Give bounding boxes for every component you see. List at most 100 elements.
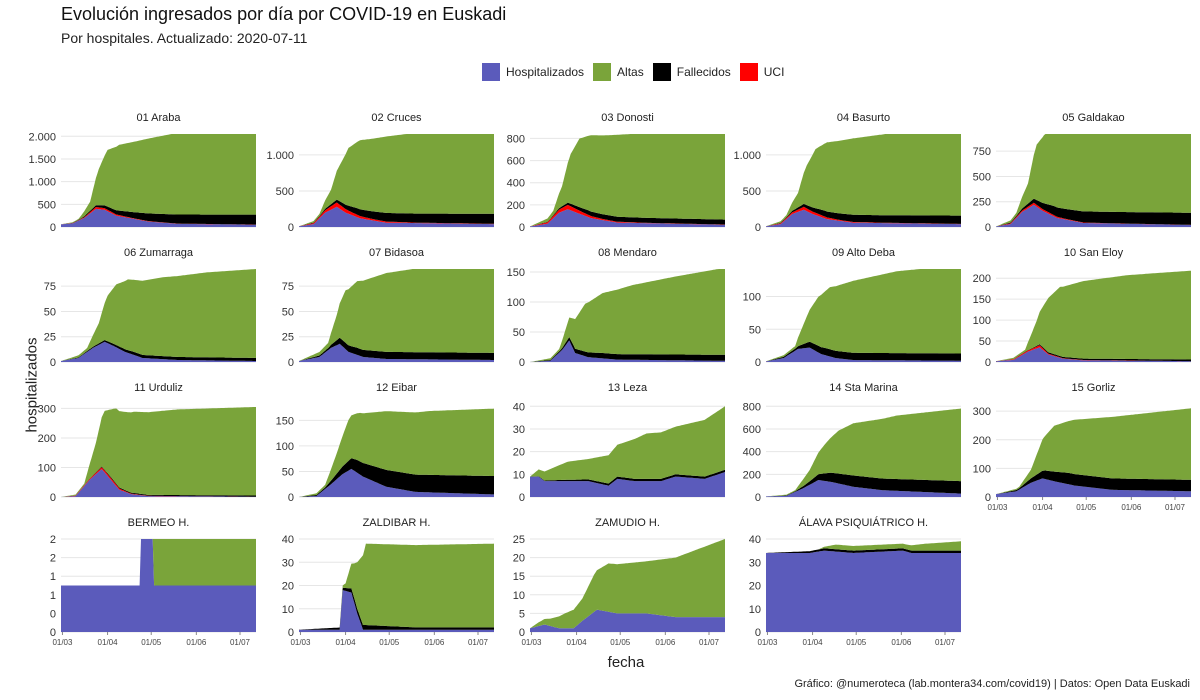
x-tick-label: 01/06 <box>424 638 445 647</box>
area-altas <box>530 406 725 484</box>
legend-key-uci <box>739 63 758 81</box>
x-tick-label: 01/06 <box>655 638 676 647</box>
facet-title: 14 Sta Marina <box>829 382 898 394</box>
y-tick-label: 400 <box>507 178 525 190</box>
y-tick-label: 10 <box>749 604 761 616</box>
y-tick-label: 100 <box>38 462 56 474</box>
y-tick-label: 50 <box>282 306 294 318</box>
legend-item-fallecidos: Fallecidos <box>652 63 731 81</box>
y-tick-label: 1.000 <box>28 177 56 189</box>
y-tick-label: 100 <box>973 315 991 327</box>
area-hospitalizados <box>530 340 725 362</box>
y-tick-label: 100 <box>743 292 761 304</box>
legend-label: Altas <box>617 65 644 79</box>
area-uci <box>530 204 725 227</box>
y-tick-label: 2 <box>50 553 56 565</box>
area-hospitalizados <box>530 609 725 632</box>
area-altas <box>996 270 1191 362</box>
y-tick-label: 30 <box>749 557 761 569</box>
area-hospitalizados <box>530 209 725 227</box>
facet-title: 09 Alto Deba <box>832 247 896 259</box>
x-tick-label: 01/04 <box>567 638 588 647</box>
facet-title: 04 Basurto <box>837 112 890 124</box>
facet-panel: ZALDIBAR H. 0 10 20 30 40 01/03 01/04 01/05 01/06… <box>282 517 494 647</box>
facet-title: 08 Mendaro <box>598 247 657 259</box>
y-tick-label: 0 <box>519 222 525 234</box>
facet-title: 03 Donosti <box>601 112 654 124</box>
y-tick-label: 200 <box>973 435 991 447</box>
x-tick-label: 01/04 <box>803 638 824 647</box>
y-tick-label: 0 <box>50 222 56 234</box>
facet-title: 12 Eibar <box>376 382 417 394</box>
x-tick-label: 01/07 <box>1165 503 1186 512</box>
y-tick-label: 40 <box>749 534 761 546</box>
area-fallecidos <box>299 199 494 227</box>
legend-label: Fallecidos <box>676 65 731 79</box>
area-altas <box>61 539 256 586</box>
facet-panel: 07 Bidasoa 0 25 50 75 <box>282 247 494 369</box>
y-tick-label: 0 <box>985 357 991 369</box>
x-tick-label: 01/05 <box>846 638 867 647</box>
legend-label: UCI <box>763 65 785 79</box>
y-tick-label: 10 <box>513 590 525 602</box>
area-hospitalizados <box>61 208 256 227</box>
facet-panel: 08 Mendaro 0 50 100 150 <box>507 247 725 369</box>
legend-item-hospitalizados: Hospitalizados <box>482 63 584 81</box>
x-tick-label: 01/07 <box>699 638 720 647</box>
y-tick-label: 50 <box>979 336 991 348</box>
y-tick-label: 500 <box>276 186 294 198</box>
facet-title: 13 Leza <box>608 382 648 394</box>
area-hospitalizados <box>766 550 961 632</box>
y-tick-label: 10 <box>513 469 525 481</box>
area-altas <box>530 269 725 362</box>
x-tick-label: 01/03 <box>52 638 73 647</box>
x-tick-label: 01/07 <box>468 638 489 647</box>
area-uci <box>61 207 256 225</box>
area-fallecidos <box>996 470 1191 495</box>
area-altas <box>530 539 725 629</box>
y-tick-label: 200 <box>38 433 56 445</box>
facet-panel: 09 Alto Deba 0 50 100 <box>743 247 961 369</box>
y-tick-label: 0 <box>288 357 294 369</box>
y-tick-label: 0 <box>50 492 56 504</box>
caption: Gráfico: @numeroteca (lab.montera34.com/… <box>794 678 1190 690</box>
legend: Hospitalizados Altas Fallecidos UCI <box>482 63 793 81</box>
legend-key-altas <box>593 63 612 81</box>
area-fallecidos <box>299 458 494 497</box>
y-tick-label: 50 <box>513 327 525 339</box>
area-altas <box>61 407 256 497</box>
legend-key-fallecidos <box>652 63 671 81</box>
y-tick-label: 250 <box>973 197 991 209</box>
facet-title: ZAMUDIO H. <box>595 517 660 529</box>
y-tick-label: 0 <box>288 222 294 234</box>
y-tick-label: 800 <box>507 133 525 145</box>
area-hospitalizados <box>996 347 1191 362</box>
facet-title: 10 San Eloy <box>1064 247 1124 259</box>
y-tick-label: 25 <box>44 332 56 344</box>
y-tick-label: 0 <box>519 492 525 504</box>
facet-title: 07 Bidasoa <box>369 247 425 259</box>
facet-title: ÁLAVA PSIQUIÁTRICO H. <box>799 516 928 529</box>
y-tick-label: 1.000 <box>733 150 761 162</box>
y-tick-label: 0 <box>985 492 991 504</box>
y-tick-label: 200 <box>973 273 991 285</box>
area-fallecidos <box>766 203 961 227</box>
area-hospitalizados <box>61 341 256 362</box>
y-tick-label: 75 <box>44 281 56 293</box>
y-tick-label: 10 <box>282 604 294 616</box>
y-tick-label: 25 <box>513 534 525 546</box>
x-tick-label: 01/07 <box>230 638 251 647</box>
y-tick-label: 2 <box>50 534 56 546</box>
x-tick-label: 01/03 <box>521 638 542 647</box>
y-tick-label: 1 <box>50 571 56 583</box>
y-tick-label: 40 <box>513 401 525 413</box>
x-tick-label: 01/04 <box>336 638 357 647</box>
y-tick-label: 200 <box>743 469 761 481</box>
chart-subtitle: Por hospitales. Actualizado: 2020-07-11 <box>61 30 308 46</box>
area-altas <box>299 408 494 497</box>
area-altas <box>299 134 494 227</box>
facet-title: 15 Gorliz <box>1071 382 1115 394</box>
y-tick-label: 300 <box>38 403 56 415</box>
area-hospitalizados <box>766 209 961 227</box>
